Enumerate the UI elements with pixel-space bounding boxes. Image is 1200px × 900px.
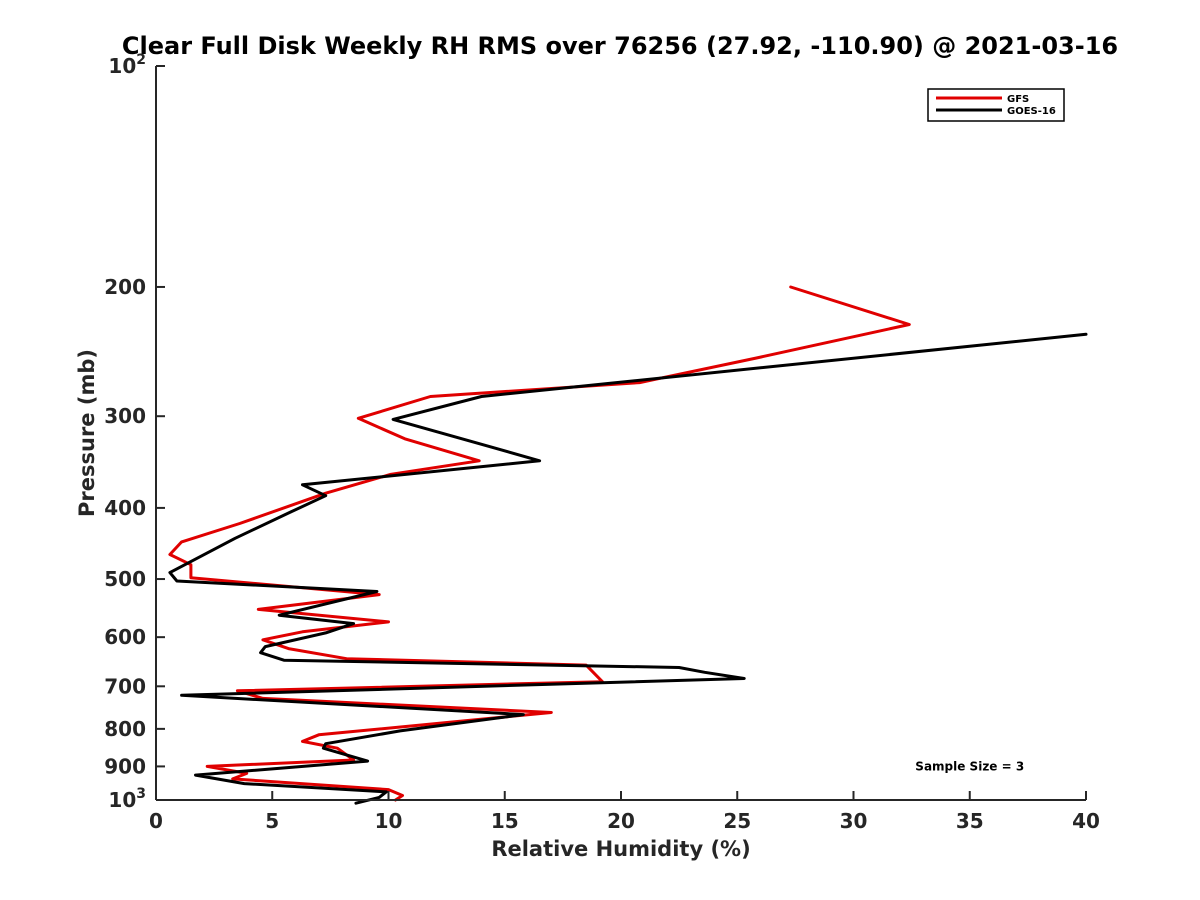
y-tick-label: 700 bbox=[104, 674, 146, 698]
y-tick-label: 102 bbox=[108, 52, 146, 78]
y-tick-label: 300 bbox=[104, 404, 146, 428]
legend-box bbox=[927, 88, 1065, 122]
series-layer bbox=[168, 285, 1088, 805]
x-tick-label: 15 bbox=[491, 809, 519, 833]
x-tick-label: 40 bbox=[1072, 809, 1100, 833]
x-tick-label: 10 bbox=[375, 809, 403, 833]
series-line-gfs bbox=[168, 285, 911, 802]
y-tick-label: 600 bbox=[104, 625, 146, 649]
sample-size-note: Sample Size = 3 bbox=[915, 759, 1024, 773]
y-tick-label: 200 bbox=[104, 275, 146, 299]
x-tick-label: 30 bbox=[840, 809, 868, 833]
x-tick-label: 5 bbox=[265, 809, 279, 833]
y-tick-label: 103 bbox=[108, 786, 146, 812]
legend-label: GOES-16 bbox=[1007, 106, 1056, 117]
y-tick-label: 900 bbox=[104, 754, 146, 778]
x-axis-label: Relative Humidity (%) bbox=[491, 837, 750, 861]
y-tick-label-base: 10 bbox=[108, 788, 136, 812]
x-axis-ticks: 0 5 10 15 20 25 30 35 40 bbox=[149, 791, 1100, 833]
x-tick-label: 20 bbox=[607, 809, 635, 833]
y-tick-label-base: 10 bbox=[108, 54, 136, 78]
x-tick-label: 0 bbox=[149, 809, 163, 833]
x-tick-label: 35 bbox=[956, 809, 984, 833]
legend-label: GFS bbox=[1007, 94, 1029, 105]
x-tick-label: 25 bbox=[723, 809, 751, 833]
y-tick-label: 500 bbox=[104, 567, 146, 591]
y-tick-label: 400 bbox=[104, 496, 146, 520]
y-tick-label-exponent: 3 bbox=[136, 786, 146, 802]
chart-title: Clear Full Disk Weekly RH RMS over 76256… bbox=[122, 32, 1118, 60]
y-axis-label: Pressure (mb) bbox=[75, 349, 99, 517]
series-line-goes-16 bbox=[168, 332, 1088, 805]
y-tick-label: 800 bbox=[104, 717, 146, 741]
y-tick-label-exponent: 2 bbox=[136, 52, 146, 68]
